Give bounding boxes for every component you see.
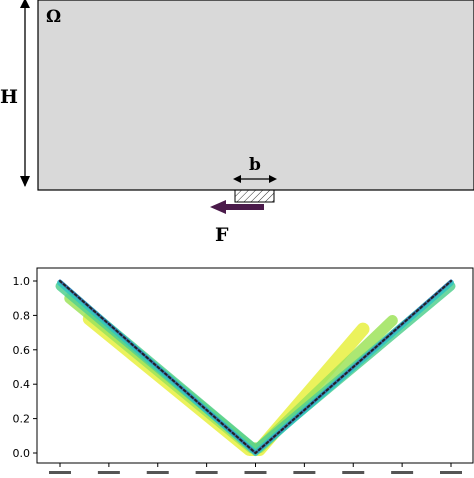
x-tick-label-clipped	[195, 471, 218, 474]
y-tick-label: 0.4	[13, 378, 31, 391]
x-tick-label-clipped	[244, 471, 267, 474]
y-tick-label: 0.2	[13, 413, 31, 426]
height-label: H	[0, 86, 18, 108]
y-tick-label: 0.6	[13, 344, 31, 357]
x-tick-label-clipped	[391, 471, 414, 474]
width-label: b	[249, 155, 261, 175]
height-dimension	[20, 0, 30, 187]
y-tick-label: 0.0	[13, 447, 31, 460]
x-tick-label-clipped	[342, 471, 365, 474]
loading-pad	[234, 189, 275, 203]
y-axis-ticks: 0.0 0.2 0.4 0.6 0.8 1.0	[13, 275, 37, 460]
series-line-5	[59, 280, 452, 454]
height-arrow-bottom-icon	[20, 176, 30, 187]
chart: 0.0 0.2 0.4 0.6 0.8 1.0	[13, 267, 474, 474]
domain-rectangle	[37, 0, 474, 191]
x-tick-label-clipped	[146, 471, 169, 474]
width-arrow-left-icon	[233, 175, 241, 183]
y-tick-label: 1.0	[13, 275, 31, 288]
width-dimension	[233, 175, 277, 183]
force-arrow-icon	[210, 200, 264, 214]
x-axis-ticks	[49, 463, 462, 474]
x-tick-label-clipped	[97, 471, 120, 474]
force-label: F	[215, 224, 229, 246]
x-tick-label-clipped	[49, 471, 71, 474]
y-tick-label: 0.8	[13, 309, 31, 322]
height-arrow-top-icon	[20, 0, 30, 8]
x-tick-label-clipped	[440, 471, 462, 474]
plot-frame	[36, 267, 474, 464]
series-layer	[55, 279, 456, 457]
width-arrow-right-icon	[269, 175, 277, 183]
domain-label: Ω	[46, 7, 61, 27]
domain-diagram: Ω H b F	[0, 0, 474, 246]
x-tick-label-clipped	[293, 471, 316, 474]
